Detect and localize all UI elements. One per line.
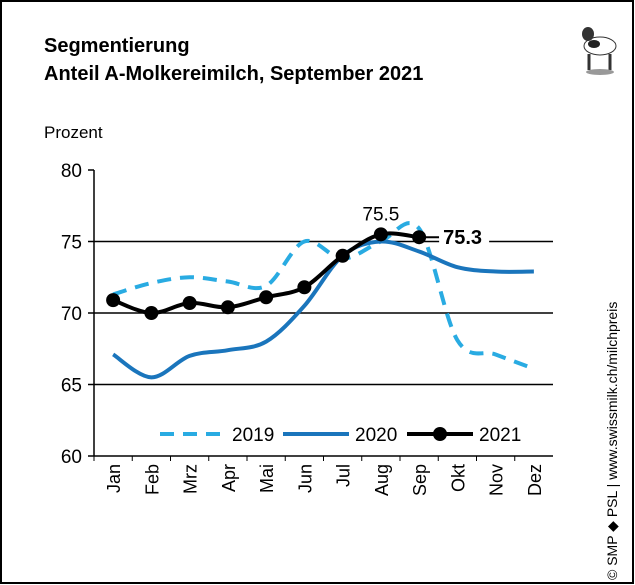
x-tick-label: Apr [219, 464, 239, 492]
x-tick-label: Aug [372, 464, 392, 496]
source: © SMP ◆ PSL | www.swissmilk.ch/milchprei… [604, 302, 620, 580]
x-tick-label: Jul [334, 464, 354, 487]
y-tick-label: 75 [61, 233, 82, 254]
x-tick-label: Okt [448, 464, 468, 492]
point [106, 293, 120, 307]
x-tick-label: Dez [525, 464, 545, 496]
y-axis-label: Prozent [44, 123, 103, 142]
legend-label: 2020 [355, 425, 397, 446]
data-label: 75.5 [362, 204, 399, 225]
x-tick-label: Feb [142, 464, 162, 495]
point [144, 306, 158, 320]
chart-title: Segmentierung [44, 35, 190, 57]
point [221, 300, 235, 314]
point [336, 249, 350, 263]
y-tick-label: 60 [61, 447, 82, 468]
point [374, 227, 388, 241]
x-tick-label: Jun [295, 464, 315, 493]
data-label: 75.3 [443, 227, 482, 249]
x-tick-label: Mai [257, 464, 277, 493]
x-tick-label: Nov [487, 464, 507, 496]
chart-subtitle: Anteil A-Molkereimilch, September 2021 [44, 63, 423, 85]
point [297, 280, 311, 294]
legend-label: 2021 [479, 425, 521, 446]
legend-marker [433, 427, 447, 441]
chart: Segmentierung Anteil A-Molkereimilch, Se… [0, 0, 635, 585]
x-tick-label: Mrz [181, 464, 201, 494]
y-tick-label: 65 [61, 376, 82, 397]
point [259, 290, 273, 304]
y-tick-label: 70 [61, 304, 82, 325]
x-tick-label: Sep [410, 464, 430, 496]
x-tick-label: Jan [104, 464, 124, 493]
y-tick-label: 80 [61, 161, 82, 182]
legend-label: 2019 [232, 425, 274, 446]
point [183, 296, 197, 310]
